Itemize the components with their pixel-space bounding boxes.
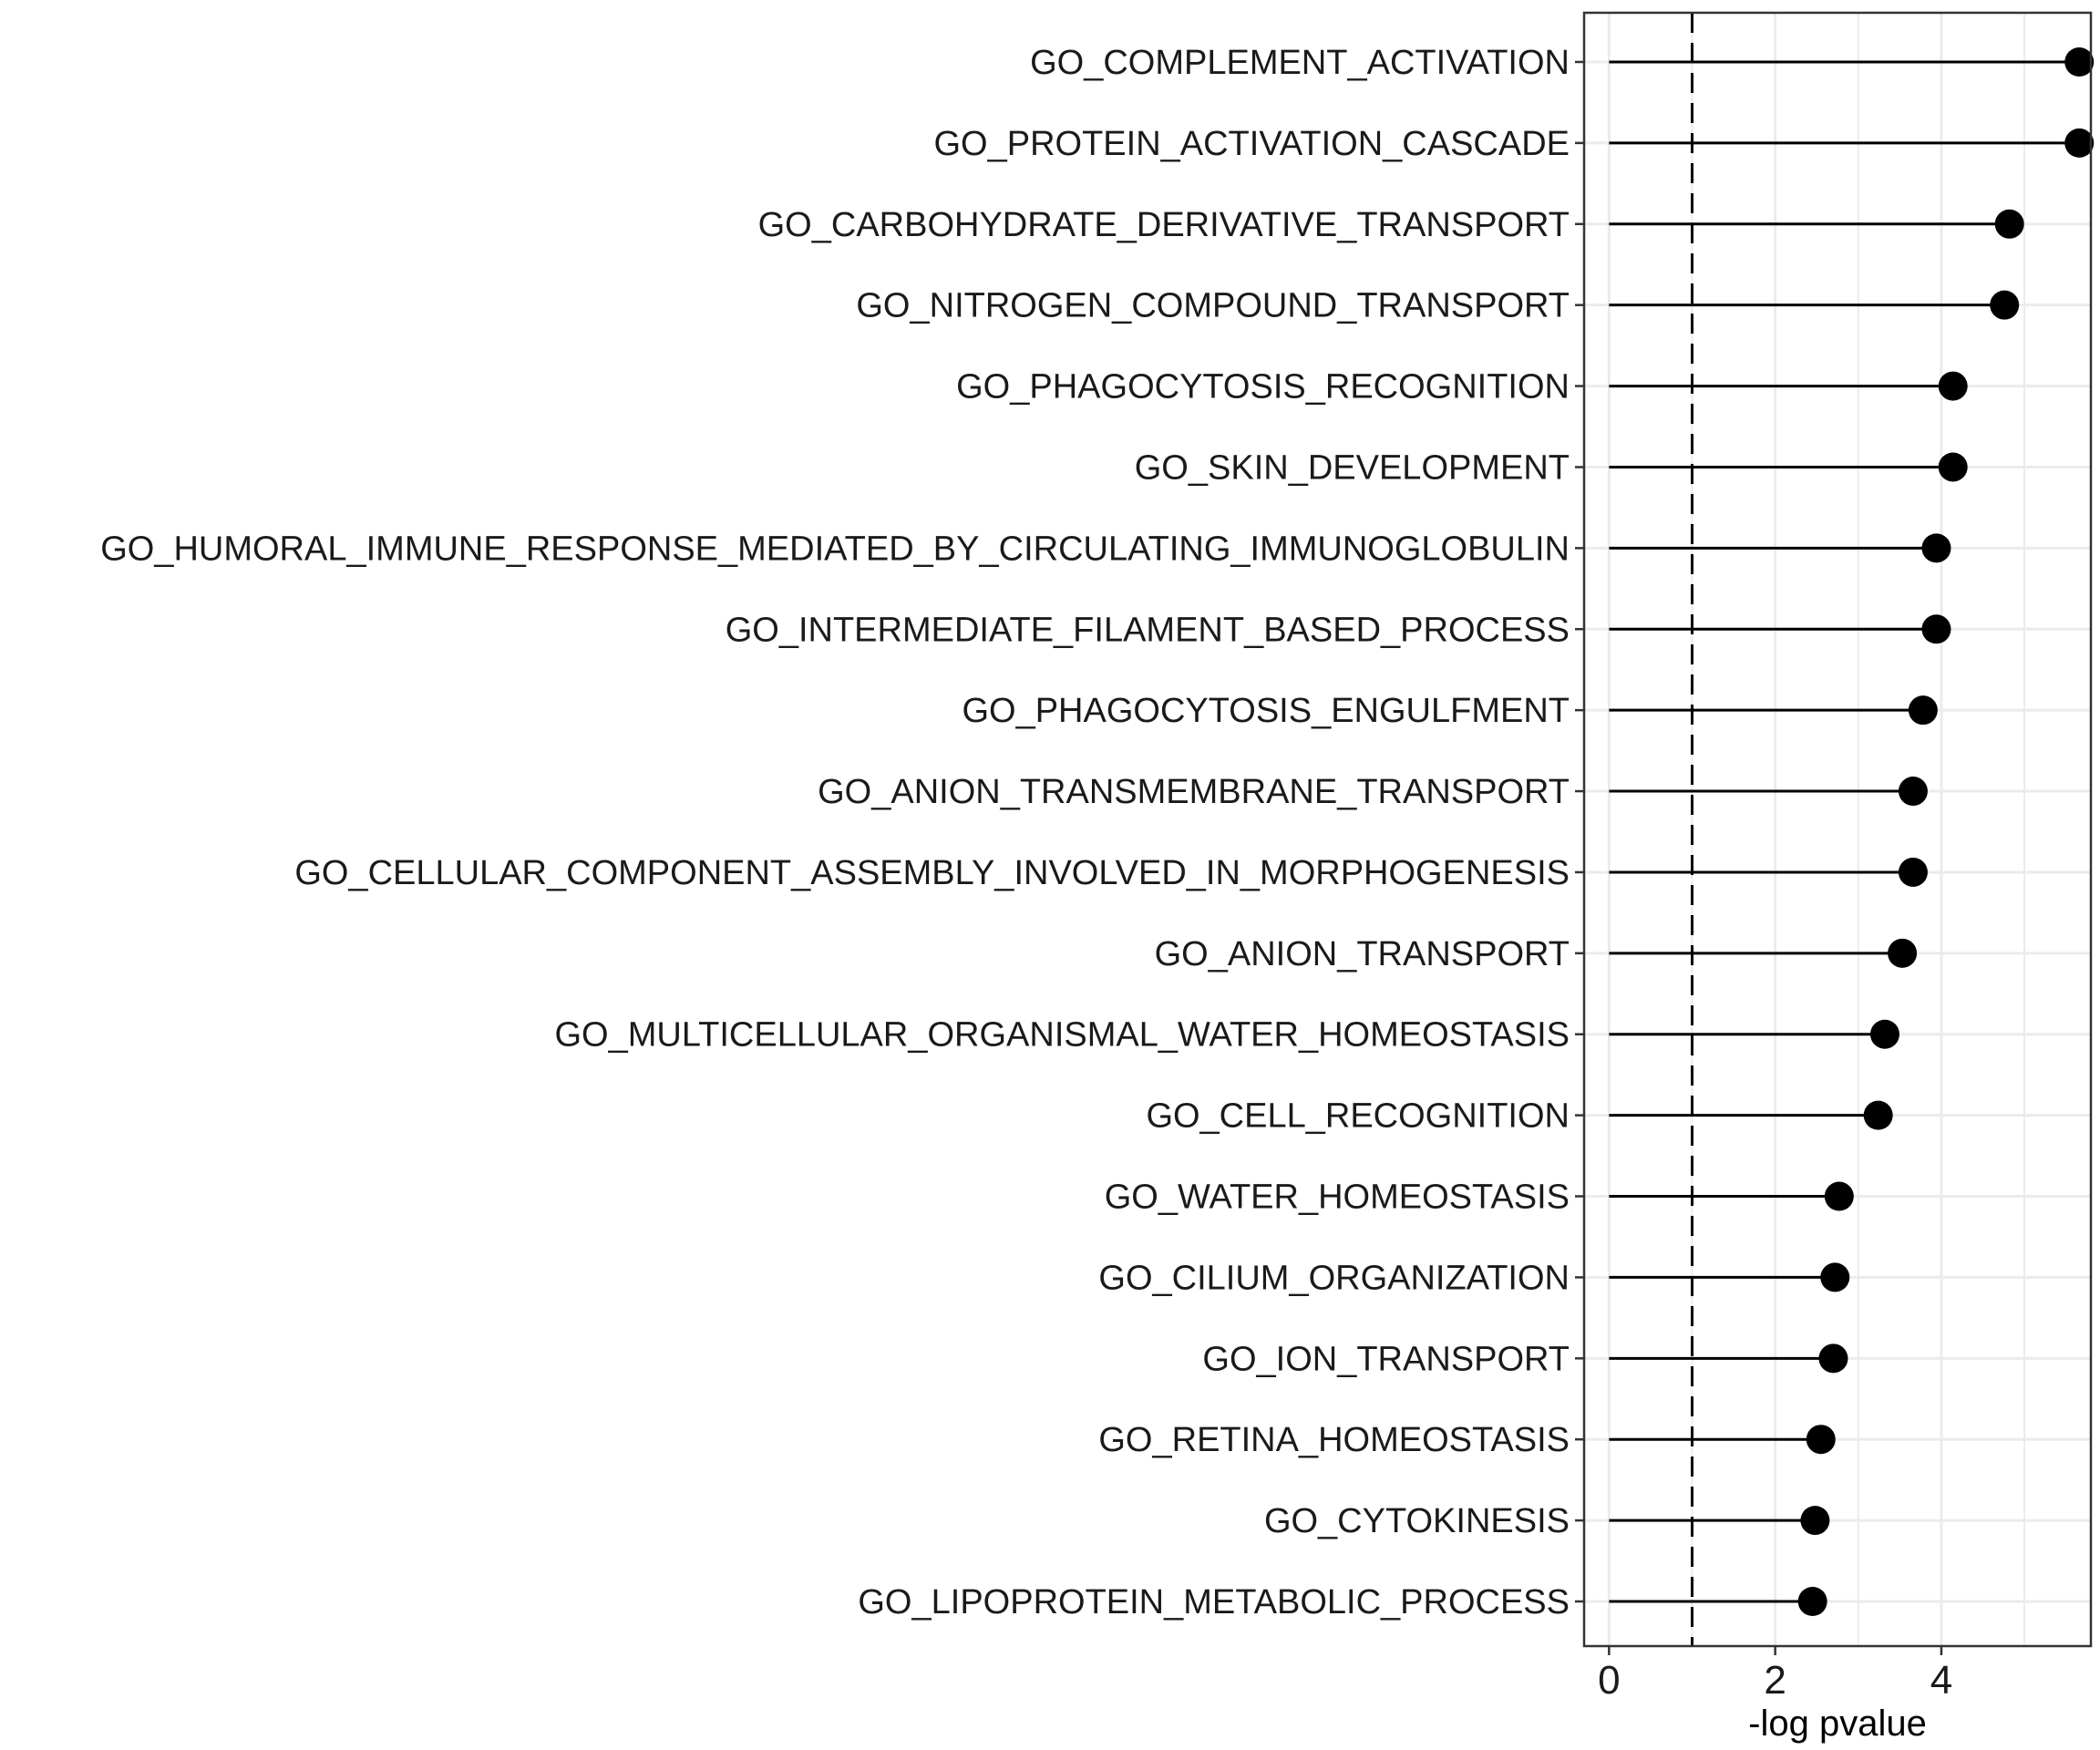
category-label: GO_CYTOKINESIS xyxy=(1264,1502,1570,1540)
category-label: GO_INTERMEDIATE_FILAMENT_BASED_PROCESS xyxy=(726,611,1570,649)
x-tick-label: 2 xyxy=(1764,1658,1786,1703)
point xyxy=(1938,371,1968,401)
point xyxy=(1994,209,2024,239)
x-axis-title: -log pvalue xyxy=(1748,1704,1927,1744)
point xyxy=(1869,1019,1899,1049)
category-label: GO_PHAGOCYTOSIS_ENGULFMENT xyxy=(962,692,1570,730)
category-label: GO_CILIUM_ORGANIZATION xyxy=(1098,1259,1570,1297)
point xyxy=(1820,1262,1850,1292)
x-tick-label: 4 xyxy=(1930,1658,1952,1703)
category-label: GO_ANION_TRANSMEMBRANE_TRANSPORT xyxy=(818,773,1570,811)
point xyxy=(1824,1181,1854,1211)
point xyxy=(1898,857,1928,887)
y-axis-labels: GO_COMPLEMENT_ACTIVATION GO_PROTEIN_ACTIV… xyxy=(100,44,1570,1621)
category-label: GO_PHAGOCYTOSIS_RECOGNITION xyxy=(956,368,1570,407)
point xyxy=(1888,938,1918,968)
category-label: GO_PROTEIN_ACTIVATION_CASCADE xyxy=(933,125,1570,163)
y-axis-ticks xyxy=(1575,60,1584,1603)
category-label: GO_CELL_RECOGNITION xyxy=(1146,1097,1570,1136)
point xyxy=(1898,777,1928,807)
x-tick-label: 0 xyxy=(1598,1658,1620,1703)
category-label: GO_ION_TRANSPORT xyxy=(1202,1340,1570,1378)
point xyxy=(1863,1100,1893,1130)
point xyxy=(1921,614,1951,644)
category-label: GO_CELLULAR_COMPONENT_ASSEMBLY_INVOLVED_… xyxy=(294,854,1570,892)
point xyxy=(2064,47,2095,77)
x-axis-tick-labels: 0 2 4 xyxy=(1598,1658,1952,1703)
category-label: GO_LIPOPROTEIN_METABOLIC_PROCESS xyxy=(858,1583,1570,1621)
point xyxy=(1806,1425,1836,1455)
category-label: GO_RETINA_HOMEOSTASIS xyxy=(1098,1421,1570,1459)
point xyxy=(2064,128,2095,158)
point xyxy=(1990,290,2020,320)
point xyxy=(1800,1506,1830,1536)
category-label: GO_MULTICELLULAR_ORGANISMAL_WATER_HOMEOS… xyxy=(554,1016,1570,1055)
point xyxy=(1921,533,1951,563)
points xyxy=(1797,47,2095,1616)
x-axis-ticks xyxy=(1608,1646,1943,1655)
point xyxy=(1908,695,1938,726)
category-label: GO_CARBOHYDRATE_DERIVATIVE_TRANSPORT xyxy=(758,206,1570,244)
category-label: GO_WATER_HOMEOSTASIS xyxy=(1105,1179,1570,1217)
category-label: GO_NITROGEN_COMPOUND_TRANSPORT xyxy=(856,287,1570,325)
category-label: GO_HUMORAL_IMMUNE_RESPONSE_MEDIATED_BY_C… xyxy=(100,530,1570,568)
point xyxy=(1938,452,1968,482)
stems xyxy=(1609,60,2080,1603)
category-label: GO_SKIN_DEVELOPMENT xyxy=(1135,448,1570,487)
point xyxy=(1797,1587,1827,1616)
category-label: GO_ANION_TRANSPORT xyxy=(1155,935,1570,973)
point xyxy=(1818,1343,1848,1374)
category-label: GO_COMPLEMENT_ACTIVATION xyxy=(1030,44,1570,82)
panel-border xyxy=(1582,11,2093,1648)
